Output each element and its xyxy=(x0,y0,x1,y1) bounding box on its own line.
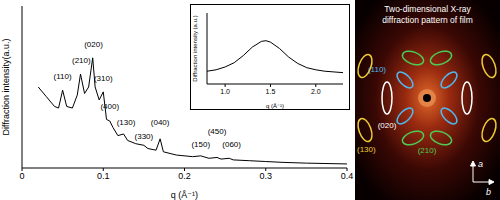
svg-text:q (Å⁻¹): q (Å⁻¹) xyxy=(171,190,198,200)
svg-text:0.1: 0.1 xyxy=(97,171,110,181)
svg-text:(060): (060) xyxy=(222,140,241,149)
svg-text:Diffraction intensity(a.u.): Diffraction intensity(a.u.) xyxy=(8,39,11,136)
svg-text:0.2: 0.2 xyxy=(178,171,191,181)
svg-text:(130): (130) xyxy=(357,145,376,154)
svg-text:0.3: 0.3 xyxy=(259,171,272,181)
svg-text:0: 0 xyxy=(19,171,24,181)
svg-text:1.0: 1.0 xyxy=(220,88,230,95)
svg-text:Diffraction intensity (a.u.): Diffraction intensity (a.u.) xyxy=(192,15,198,81)
svg-text:a: a xyxy=(478,159,483,169)
svg-text:1.5: 1.5 xyxy=(266,88,276,95)
svg-text:(400): (400) xyxy=(100,102,119,111)
svg-text:(150): (150) xyxy=(191,140,210,149)
svg-text:(210): (210) xyxy=(418,146,437,155)
svg-text:(330): (330) xyxy=(135,132,154,141)
svg-text:(310): (310) xyxy=(94,74,113,83)
svg-text:(020): (020) xyxy=(84,40,103,49)
svg-text:(130): (130) xyxy=(117,118,136,127)
svg-text:2.0: 2.0 xyxy=(311,88,321,95)
svg-text:(210): (210) xyxy=(72,56,91,65)
svg-text:0.4: 0.4 xyxy=(341,171,354,181)
svg-text:diffraction pattern of film: diffraction pattern of film xyxy=(382,15,473,25)
svg-text:(040): (040) xyxy=(151,118,170,127)
svg-text:b: b xyxy=(486,187,491,197)
svg-text:q (Å⁻¹): q (Å⁻¹) xyxy=(266,103,284,109)
svg-text:(450): (450) xyxy=(208,127,227,136)
svg-text:(110): (110) xyxy=(54,72,72,81)
svg-text:(110): (110) xyxy=(368,65,386,74)
svg-text:(020): (020) xyxy=(378,121,397,130)
svg-text:Two-dimensional X-ray: Two-dimensional X-ray xyxy=(384,4,471,14)
